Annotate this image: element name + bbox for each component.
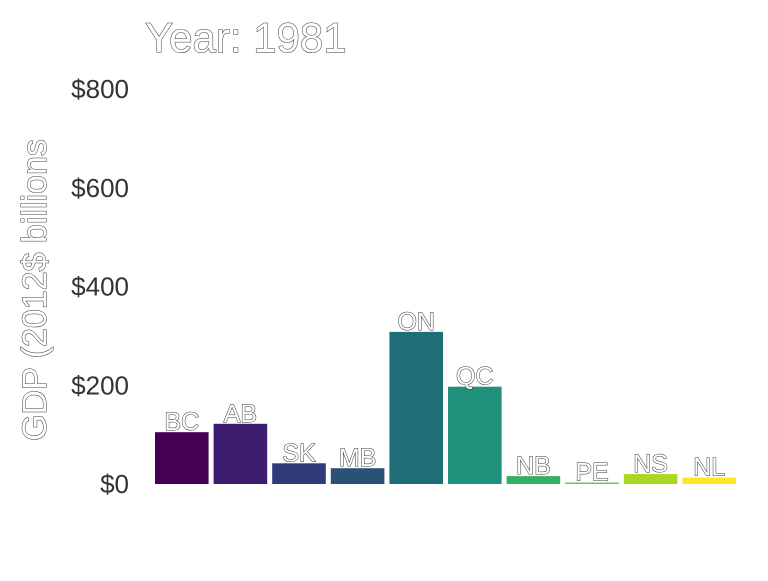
- bar-bc: [155, 432, 209, 484]
- y-axis-ticks: $0 $200 $400 $600 $800: [71, 74, 129, 499]
- bar-label-nl: NL: [693, 454, 725, 482]
- bar-label-bc: BC: [164, 408, 199, 436]
- bar-labels: BC AB SK MB ON QC NB PE NS NL: [164, 307, 726, 487]
- bar-mb: [330, 468, 385, 484]
- y-tick-label: $400: [71, 272, 129, 302]
- bar-label-nb: NB: [516, 452, 551, 480]
- bar-ns: [623, 474, 678, 484]
- chart-title: Year: 1981: [145, 14, 347, 61]
- y-tick-label: $200: [71, 370, 129, 400]
- bar-qc: [448, 386, 502, 484]
- y-tick-label: $0: [100, 469, 129, 499]
- bar-ab: [213, 423, 268, 484]
- bar-label-on: ON: [397, 308, 435, 336]
- bar-label-ns: NS: [633, 450, 668, 478]
- bars: [155, 331, 736, 484]
- bar-nl: [682, 477, 736, 484]
- y-tick-label: $800: [71, 74, 129, 104]
- y-tick-label: $600: [71, 173, 129, 203]
- bar-sk: [272, 463, 326, 484]
- bar-pe: [565, 482, 619, 484]
- bar-label-sk: SK: [282, 439, 316, 467]
- bar-on: [389, 331, 443, 484]
- bar-label-mb: MB: [339, 444, 377, 472]
- bar-label-qc: QC: [456, 363, 494, 391]
- bar-nb: [506, 476, 561, 484]
- bar-label-ab: AB: [224, 400, 257, 428]
- bar-label-pe: PE: [575, 459, 608, 487]
- y-axis-label: GDP (2012$ billions: [16, 139, 54, 441]
